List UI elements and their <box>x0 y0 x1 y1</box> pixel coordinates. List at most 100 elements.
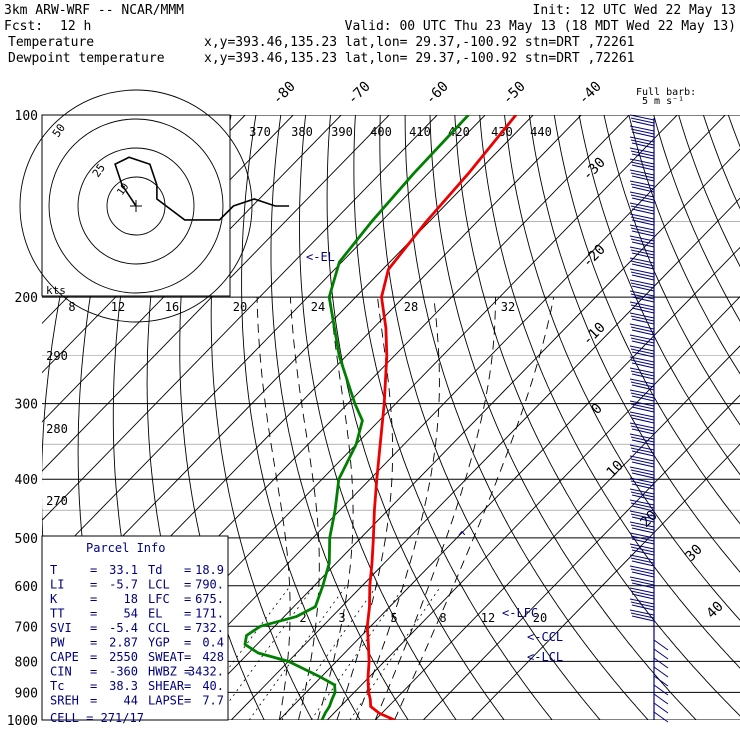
pressure-axis: 100 200 300 400 500 600 700 800 900 1000 <box>7 109 38 729</box>
wind-barb <box>629 290 655 303</box>
parcel-eq: = <box>184 636 191 650</box>
wind-barb <box>653 675 669 687</box>
wind-barb <box>629 400 655 413</box>
wind-barb <box>653 639 669 651</box>
wind-barb-flag <box>630 249 655 256</box>
wind-barb-flag <box>631 296 655 303</box>
valid-time: Valid: 00 UTC Thu 23 May 13 (18 MDT Wed … <box>345 19 736 34</box>
wind-barb <box>629 367 655 380</box>
parcel-key: SREH <box>50 694 79 708</box>
grid-line <box>241 115 361 720</box>
dewpoint-legend: Dewpoint temperature <box>8 51 165 66</box>
wind-barb-flag <box>629 345 655 352</box>
parcel-info-title: Parcel Info <box>86 541 165 555</box>
wind-barb-flag <box>630 238 655 245</box>
isotherm-label: -30 <box>580 155 609 184</box>
wind-barb <box>629 125 655 138</box>
parcel-eq: = <box>184 679 191 693</box>
pressure-tick-label: 500 <box>15 532 38 547</box>
temperature-location: x,y=393.46,135.23 lat,lon= 29.37,-100.92… <box>204 35 634 50</box>
wind-barb-flag <box>631 604 655 611</box>
grid-line <box>299 115 457 720</box>
wind-barb <box>629 576 655 589</box>
wind-barb <box>629 455 655 468</box>
wind-barb-flag <box>631 329 655 336</box>
wind-barb-flag <box>631 131 655 138</box>
wind-barb-flag <box>630 304 655 311</box>
parcel-value: 428 <box>202 650 224 664</box>
wind-barb-flag <box>630 513 655 520</box>
wind-barb-flag <box>629 147 655 154</box>
parcel-level-label: <-EL <box>306 250 335 264</box>
wind-barb-flag <box>631 241 655 248</box>
theta-label: 290 <box>46 349 68 363</box>
wind-barb <box>629 301 655 314</box>
wind-barb <box>629 312 655 325</box>
wind-barb <box>629 532 655 545</box>
wind-barb <box>653 693 669 705</box>
wind-barb <box>629 609 655 622</box>
hodograph-ring <box>19 89 253 323</box>
parcel-key: YGP <box>148 636 170 650</box>
speed-label: 24 <box>311 300 325 314</box>
parcel-value: 171. <box>195 607 224 621</box>
parcel-key: SHEAR <box>148 679 185 693</box>
wind-barb-flag <box>630 392 655 399</box>
grid-line <box>628 115 740 375</box>
wind-barb-flag <box>630 524 655 531</box>
wind-barb <box>629 169 655 182</box>
wind-barb-flag <box>629 609 655 616</box>
parcel-key: Td <box>148 563 162 577</box>
parcel-key: LCL <box>148 578 170 592</box>
wind-barb <box>629 565 655 578</box>
wind-barb-flag <box>630 568 655 575</box>
wind-barb-flag <box>631 560 655 567</box>
grid-line <box>578 115 740 476</box>
parcel-eq: = <box>90 592 97 606</box>
wind-barb-flag <box>631 175 655 182</box>
mixing-ratio-label: 8 <box>439 611 446 625</box>
pressure-tick-label: 1000 <box>7 714 38 729</box>
isotherm-label: -10 <box>580 320 609 349</box>
pressure-tick-label: 900 <box>15 686 38 701</box>
grid-line <box>553 115 740 525</box>
wind-barb <box>629 466 655 479</box>
speed-label: 12 <box>111 300 125 314</box>
parcel-level-markers: <-EL <-LFC <-CCL <-LCL ^ <box>306 250 563 664</box>
wind-barb-flag <box>631 483 655 490</box>
mixing-ratio-line <box>310 585 405 720</box>
grid-line <box>210 115 313 720</box>
wind-barb <box>629 433 655 446</box>
parcel-value: 54 <box>124 607 138 621</box>
parcel-key: CCL <box>148 621 170 635</box>
wind-barb-flag <box>631 494 655 501</box>
wind-barb-flag <box>653 675 669 687</box>
parcel-value: 732. <box>195 621 224 635</box>
wind-barb-flag <box>629 301 655 308</box>
wind-barb-flag <box>629 279 655 286</box>
wind-barb-flag <box>631 219 655 226</box>
wind-barb-flag <box>629 136 655 143</box>
grid-line <box>429 115 697 720</box>
parcel-key: EL <box>148 607 162 621</box>
wind-barb-flag <box>629 356 655 363</box>
parcel-eq: = <box>184 621 191 635</box>
wind-barb-flag <box>630 601 655 608</box>
wind-barb-flag <box>629 246 655 253</box>
wind-barb <box>629 356 655 369</box>
parcel-key: T <box>50 563 57 577</box>
wind-barb-flag <box>631 516 655 523</box>
wind-barb-flag <box>630 502 655 509</box>
wind-barb-flag <box>631 527 655 534</box>
grid-line <box>404 115 649 720</box>
parcel-value: 18.9 <box>195 563 224 577</box>
wind-barb-flag <box>631 120 655 127</box>
parcel-value: 2.87 <box>109 636 138 650</box>
wind-barb-flag <box>653 657 669 669</box>
pressure-tick-label: 300 <box>15 398 38 413</box>
wind-barb <box>629 180 655 193</box>
sounding-profiles <box>243 115 517 720</box>
isotherm-label: 0 <box>589 401 606 418</box>
